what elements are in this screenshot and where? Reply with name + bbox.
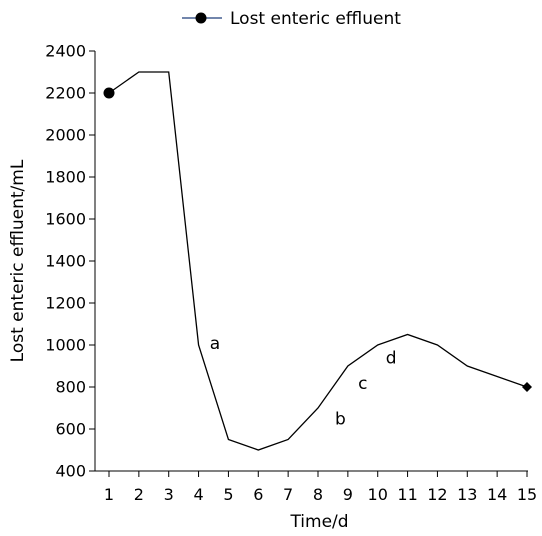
annotation-label: b	[335, 410, 346, 430]
legend-marker	[195, 12, 207, 24]
y-tick-label: 2400	[45, 42, 86, 61]
x-tick-label: 3	[164, 485, 174, 504]
x-tick-label: 4	[193, 485, 203, 504]
series-line	[108, 71, 528, 451]
y-tick-label: 1600	[45, 210, 86, 229]
x-tick-label: 11	[397, 485, 417, 504]
y-tick-label: 400	[55, 462, 86, 481]
y-axis-title: Lost enteric effluent/mL	[8, 159, 28, 362]
x-tick-label: 6	[253, 485, 263, 504]
y-tick-label: 2200	[45, 84, 86, 103]
x-tick-label: 2	[134, 485, 144, 504]
x-tick-label: 7	[283, 485, 293, 504]
legend-label: Lost enteric effluent	[230, 9, 401, 29]
annotations: a bcd	[210, 334, 397, 430]
x-tick-label: 10	[368, 485, 388, 504]
annotation-label: c	[358, 374, 367, 394]
legend: Lost enteric effluent	[182, 9, 401, 29]
y-tick-label: 1400	[45, 252, 86, 271]
x-axis: 1 2 3 4 5 6 7 8 9 10 11 12 13 14 15	[95, 470, 537, 504]
data-point-start	[103, 87, 115, 99]
annotation-label: d	[386, 349, 397, 369]
annotation-label: a	[210, 334, 220, 354]
y-tick-label: 2000	[45, 126, 86, 145]
x-tick-label: 14	[487, 485, 507, 504]
x-tick-label: 5	[223, 485, 233, 504]
x-tick-label: 13	[457, 485, 477, 504]
y-tick-label: 1800	[45, 168, 86, 187]
y-tick-label: 800	[55, 378, 86, 397]
x-tick-label: 12	[427, 485, 447, 504]
x-tick-label: 1	[104, 485, 114, 504]
x-axis-title: Time/d	[289, 512, 348, 532]
x-tick-label: 8	[313, 485, 323, 504]
y-tick-label: 1200	[45, 294, 86, 313]
x-tick-label: 9	[343, 485, 353, 504]
x-tick-label: 15	[517, 485, 537, 504]
y-axis: 400 600 800 1000 1200 1400 1600 1800 2000 2200 240…	[45, 42, 96, 481]
data-point-end	[522, 382, 532, 392]
y-tick-label: 600	[55, 420, 86, 439]
y-tick-label: 1000	[45, 336, 86, 355]
plot-area	[103, 71, 532, 451]
